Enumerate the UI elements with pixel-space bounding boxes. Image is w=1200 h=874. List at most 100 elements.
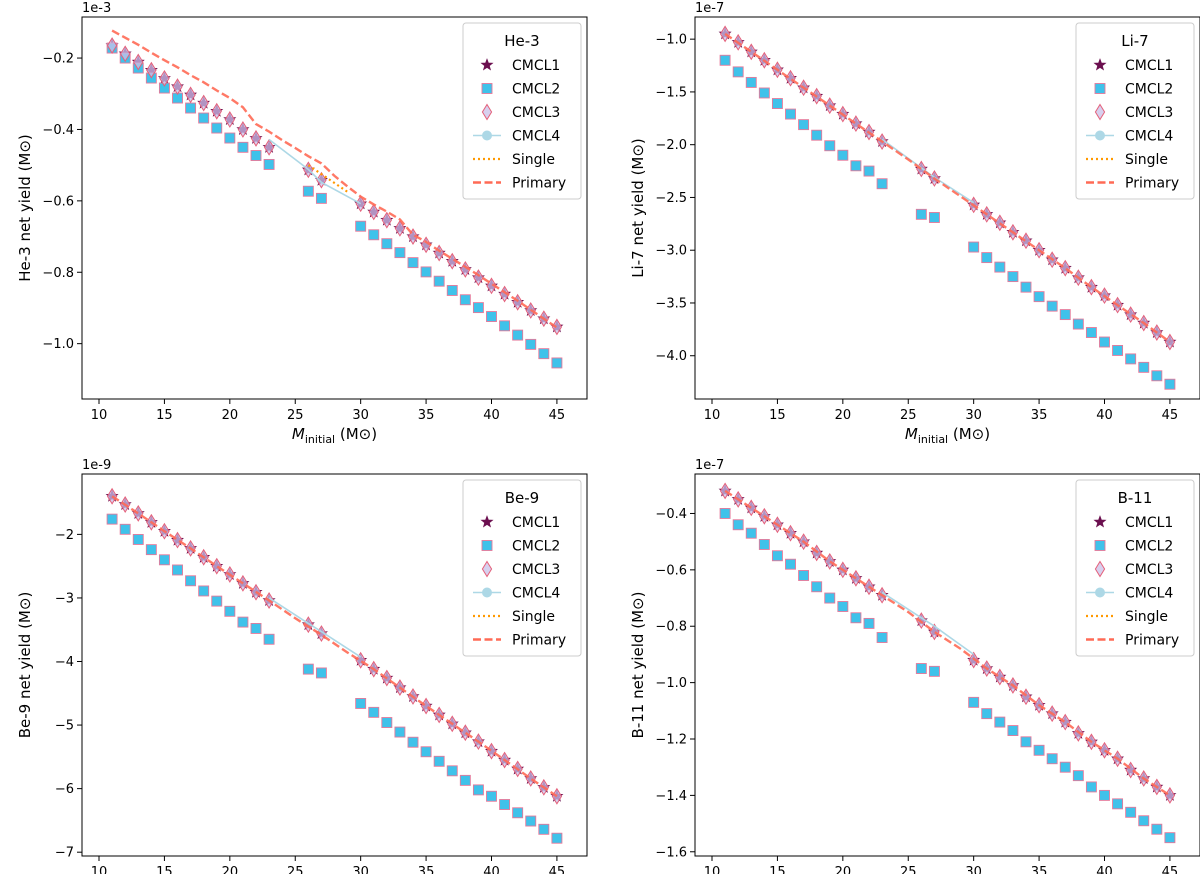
data-point: [1164, 333, 1176, 351]
y-tick-label: −3.5: [655, 296, 687, 311]
series-primary: [111, 29, 558, 329]
data-point: [381, 211, 393, 229]
data-point: [198, 94, 209, 112]
data-point: [824, 592, 836, 604]
data-point: [420, 236, 432, 254]
data-point: [732, 519, 744, 531]
data-point: [224, 111, 236, 128]
legend-marker: [1095, 130, 1105, 141]
data-point: [994, 716, 1006, 728]
legend-marker: [1094, 540, 1106, 551]
data-point: [355, 220, 367, 232]
offset-text: 1e-9: [82, 458, 111, 473]
data-point: [185, 86, 196, 104]
legend-label: Primary: [512, 633, 566, 649]
series-cmcl2: [719, 508, 1176, 844]
data-point: [1138, 815, 1150, 827]
data-point: [1085, 781, 1097, 793]
data-point: [850, 612, 862, 624]
data-point: [459, 774, 471, 786]
data-point: [837, 601, 849, 612]
data-point: [968, 241, 980, 253]
legend-title: He-3: [504, 32, 539, 50]
x-tick-label: 10: [704, 408, 721, 423]
x-tick-label: 15: [769, 408, 786, 423]
legend-box: [1075, 22, 1195, 200]
data-point: [368, 203, 379, 221]
data-point: [224, 132, 236, 144]
legend-label: CMCL3: [1125, 562, 1173, 578]
y-tick-label: −0.4: [655, 507, 687, 522]
data-point: [1072, 770, 1084, 782]
data-point: [1020, 281, 1032, 293]
data-point: [237, 121, 249, 138]
data-point: [472, 302, 484, 314]
data-point: [460, 260, 471, 278]
series-cmcl4: [268, 597, 362, 658]
y-tick-label: −1.0: [655, 33, 687, 48]
data-point: [420, 746, 432, 758]
data-point: [106, 513, 118, 525]
y-axis-label: Li-7 net yield (M⊙): [629, 138, 647, 278]
data-point: [1125, 353, 1137, 365]
legend-label: Primary: [512, 176, 566, 192]
data-point: [811, 581, 823, 593]
x-tick-label: 35: [1031, 408, 1048, 423]
y-tick-label: −3: [55, 591, 74, 606]
legend-label: Single: [512, 152, 555, 168]
y-axis-label: He-3 net yield (M⊙): [16, 134, 34, 282]
legend: He-3 CMCL1 CMCL2 CMCL3 CMCL4 Single Primary: [462, 22, 582, 200]
data-point: [237, 141, 249, 153]
data-point: [460, 724, 471, 742]
data-point: [1046, 300, 1058, 312]
x-tick-label: 10: [91, 408, 108, 423]
data-point: [172, 78, 183, 96]
data-point: [472, 784, 484, 796]
data-point: [407, 736, 419, 748]
x-tick-label: 45: [549, 408, 566, 423]
series-line-primary: [724, 489, 1171, 797]
series-cmcl4: [268, 138, 362, 205]
data-point: [263, 138, 275, 156]
data-point: [968, 696, 980, 708]
y-tick-label: −0.4: [42, 123, 74, 138]
data-point: [315, 192, 327, 204]
data-point: [1033, 744, 1045, 756]
data-point: [824, 140, 836, 152]
data-point: [198, 112, 210, 124]
legend-box: [1075, 479, 1195, 657]
series-line-primary: [111, 495, 558, 798]
legend-marker: [482, 130, 492, 141]
data-point: [916, 160, 927, 178]
data-point: [486, 742, 497, 760]
data-point: [486, 311, 497, 322]
data-point: [381, 238, 393, 250]
y-tick-label: −0.8: [42, 266, 74, 281]
x-tick-label: 40: [483, 865, 500, 874]
data-point: [850, 115, 862, 133]
legend-label: CMCL1: [1125, 515, 1173, 531]
data-point: [863, 617, 875, 629]
data-point: [1085, 327, 1097, 338]
data-point: [746, 499, 757, 517]
x-tick-label: 45: [549, 865, 566, 874]
legend-label: CMCL4: [512, 129, 560, 145]
data-point: [1164, 378, 1176, 390]
data-point: [302, 663, 314, 675]
data-point: [433, 275, 445, 287]
data-point: [1059, 309, 1071, 321]
x-tick-label: 25: [287, 408, 304, 423]
y-tick-label: −7: [55, 846, 74, 861]
legend-label: Primary: [1125, 633, 1179, 649]
x-tick-label: 30: [965, 408, 982, 423]
x-tick-label: 45: [1162, 865, 1179, 874]
data-point: [798, 570, 810, 581]
legend-label: Single: [1125, 609, 1168, 625]
data-point: [1020, 232, 1032, 250]
data-point: [551, 832, 563, 844]
data-point: [394, 219, 406, 237]
data-point: [994, 668, 1006, 686]
data-point: [302, 185, 314, 197]
series-line-cmcl4: [268, 597, 362, 658]
x-tick-label: 35: [1031, 865, 1048, 874]
